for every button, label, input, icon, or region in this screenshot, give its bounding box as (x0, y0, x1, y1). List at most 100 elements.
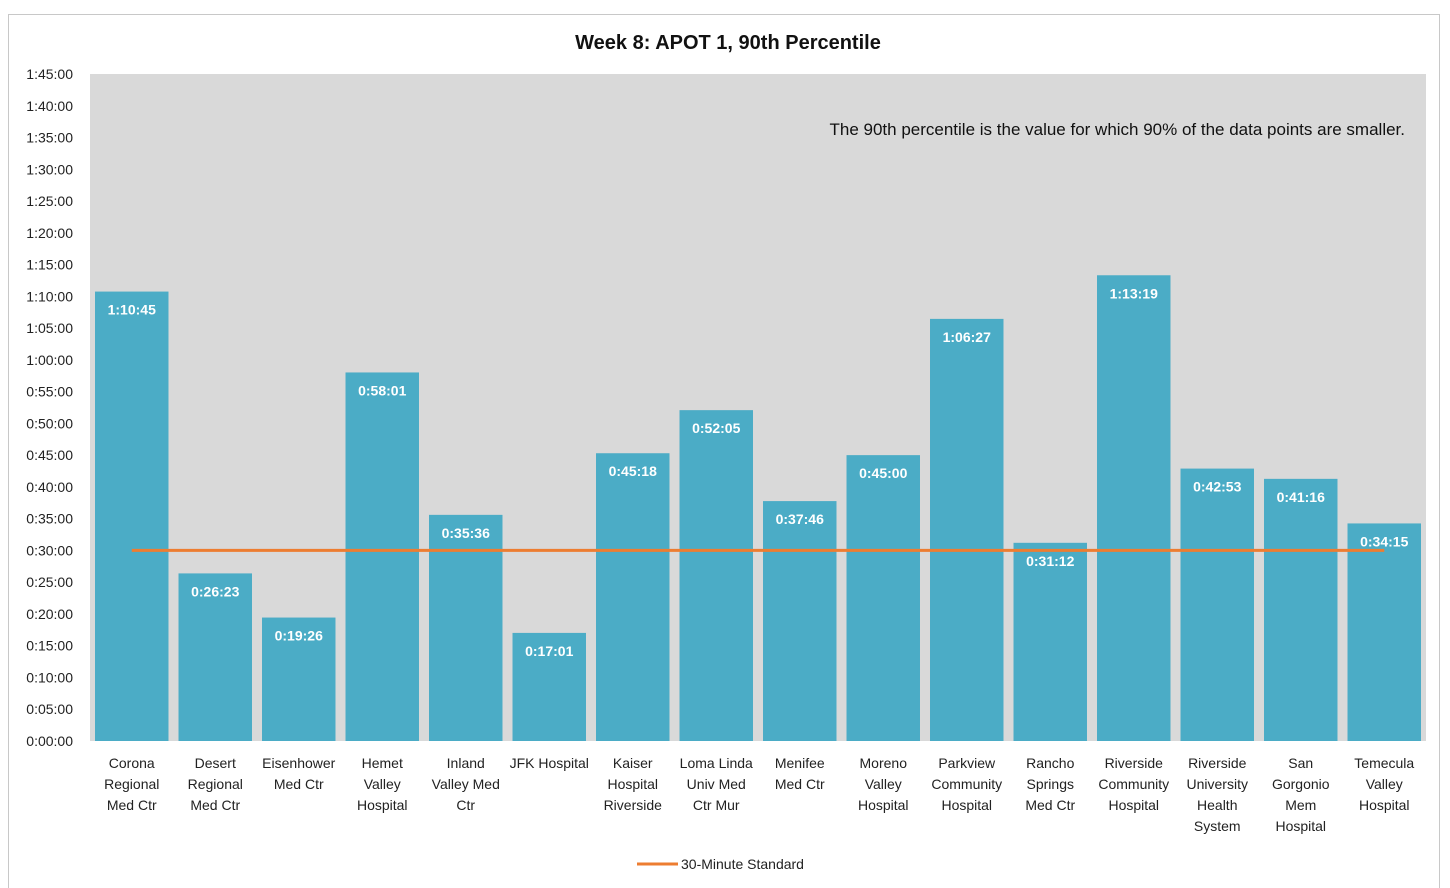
percentile-annotation: The 90th percentile is the value for whi… (830, 120, 1406, 139)
y-tick-label: 0:30:00 (26, 542, 73, 558)
y-tick-label: 1:30:00 (26, 161, 73, 177)
chart-title: Week 8: APOT 1, 90th Percentile (575, 32, 881, 54)
x-category-label: University (1187, 776, 1248, 792)
x-category-label: Riverside (1188, 755, 1247, 771)
y-tick-label: 0:40:00 (26, 479, 73, 495)
y-axis: 0:00:00 0:05:00 0:10:00 0:15:00 0:20:00 0:25:… (26, 66, 73, 749)
x-category-label: Ctr Mur (693, 797, 740, 813)
y-tick-label: 0:50:00 (26, 415, 73, 431)
y-tick-label: 0:10:00 (26, 669, 73, 685)
y-tick-label: 0:20:00 (26, 606, 73, 622)
bar (763, 501, 837, 741)
bar (178, 573, 252, 741)
x-category-label: Community (1098, 776, 1169, 792)
bar (930, 318, 1004, 741)
x-category-label: Hospital (941, 797, 992, 813)
y-tick-label: 0:25:00 (26, 574, 73, 590)
x-category-label: Med Ctr (274, 776, 324, 792)
x-category-label: Hemet (362, 755, 403, 771)
x-category-label: Gorgonio (1272, 776, 1330, 792)
bar (345, 372, 419, 741)
bar-value-label: 0:45:18 (609, 463, 657, 479)
bar (846, 455, 920, 741)
bar-value-label: 0:31:12 (1026, 553, 1074, 569)
bar-value-label: 1:13:19 (1110, 285, 1158, 301)
x-category-label: Regional (104, 776, 159, 792)
bar-value-label: 0:17:01 (525, 643, 573, 659)
bar-value-label: 0:34:15 (1360, 533, 1408, 549)
x-category-label: Health (1197, 797, 1237, 813)
legend-label: 30-Minute Standard (681, 856, 804, 872)
x-category-label: Desert (195, 755, 236, 771)
x-category-label: Menifee (775, 755, 825, 771)
x-category-label: Springs (1027, 776, 1074, 792)
x-axis: Corona Regional Med Ctr Desert Regional Med C… (104, 755, 1414, 834)
x-category-label: Mem (1285, 797, 1316, 813)
y-tick-label: 1:00:00 (26, 352, 73, 368)
legend: 30-Minute Standard (637, 856, 804, 872)
y-tick-label: 1:45:00 (26, 66, 73, 82)
y-tick-label: 1:05:00 (26, 320, 73, 336)
bar (596, 453, 670, 741)
x-category-label: Hospital (357, 797, 408, 813)
x-category-label: Loma Linda (680, 755, 753, 771)
x-category-label: Regional (188, 776, 243, 792)
x-category-label: San (1288, 755, 1313, 771)
bar (262, 617, 336, 741)
bar-value-label: 0:37:46 (776, 511, 824, 527)
bar-value-label: 1:10:45 (108, 302, 156, 318)
x-category-label: Univ Med (687, 776, 746, 792)
x-category-label: Parkview (938, 755, 996, 771)
bar (95, 291, 169, 741)
y-tick-label: 0:05:00 (26, 701, 73, 717)
bar-value-label: 0:52:05 (692, 420, 740, 436)
x-category-label: Hospital (1108, 797, 1159, 813)
bar-value-label: 0:35:36 (442, 525, 490, 541)
bar (1180, 468, 1254, 741)
x-category-label: Eisenhower (262, 755, 335, 771)
x-category-label: Hospital (607, 776, 658, 792)
bar (429, 514, 503, 741)
x-category-label: Corona (109, 755, 155, 771)
bar (1097, 275, 1171, 741)
bar-value-label: 0:42:53 (1193, 479, 1241, 495)
y-tick-label: 1:20:00 (26, 225, 73, 241)
bars (95, 275, 1421, 741)
bar-value-label: 0:58:01 (358, 382, 406, 398)
x-category-label: System (1194, 818, 1241, 834)
x-category-label: Riverside (1105, 755, 1164, 771)
bar-value-label: 1:06:27 (943, 329, 991, 345)
bar-value-label: 0:19:26 (275, 628, 323, 644)
x-category-label: Community (931, 776, 1002, 792)
y-tick-label: 0:35:00 (26, 511, 73, 527)
y-tick-label: 1:25:00 (26, 193, 73, 209)
y-tick-label: 1:15:00 (26, 257, 73, 273)
x-category-label: Temecula (1354, 755, 1414, 771)
x-category-label: Riverside (604, 797, 663, 813)
x-category-label: Hospital (1275, 818, 1326, 834)
x-category-label: Hospital (1359, 797, 1410, 813)
y-tick-label: 0:15:00 (26, 638, 73, 654)
y-tick-label: 0:45:00 (26, 447, 73, 463)
bar-value-label: 0:26:23 (191, 583, 239, 599)
bar-value-label: 0:41:16 (1277, 489, 1325, 505)
y-tick-label: 0:55:00 (26, 384, 73, 400)
x-category-label: Valley (364, 776, 401, 792)
x-category-label: Inland (447, 755, 485, 771)
x-category-label: JFK Hospital (510, 755, 589, 771)
y-tick-label: 1:10:00 (26, 288, 73, 304)
x-category-label: Ctr (456, 797, 475, 813)
y-tick-label: 1:40:00 (26, 98, 73, 114)
x-category-label: Moreno (860, 755, 908, 771)
value-labels: 1:10:45 0:26:23 0:19:26 0:58:01 0:35:36 0:17:… (108, 285, 1409, 659)
x-category-label: Med Ctr (190, 797, 240, 813)
bar (512, 632, 586, 741)
x-category-label: Med Ctr (107, 797, 157, 813)
bar (1347, 523, 1421, 741)
bar-value-label: 0:45:00 (859, 465, 907, 481)
x-category-label: Rancho (1026, 755, 1074, 771)
bar (1013, 542, 1087, 741)
x-category-label: Valley Med (432, 776, 500, 792)
bar (1264, 478, 1338, 741)
